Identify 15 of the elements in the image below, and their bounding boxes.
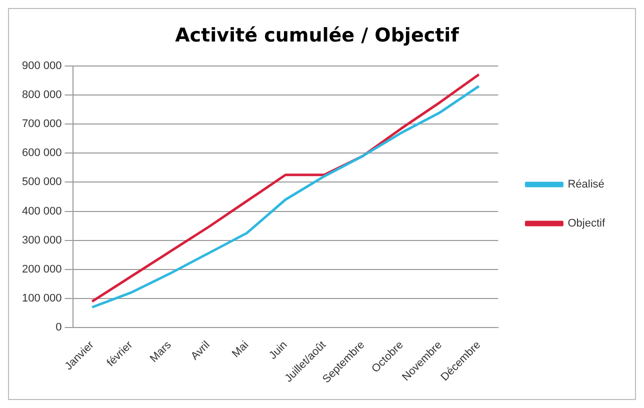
x-tick-label: Mai: [230, 339, 252, 360]
legend-label: Réalisé: [568, 178, 604, 191]
y-tick-label: 0: [56, 322, 62, 334]
y-tick-label: 500 000: [22, 176, 62, 188]
y-tick-label: 800 000: [22, 88, 62, 101]
x-tick-label: Juin: [266, 339, 290, 362]
y-tick-label: 600 000: [22, 147, 62, 160]
y-tick-label: 300 000: [22, 234, 62, 246]
chart-title: Activité cumulée / Objectif: [175, 24, 460, 46]
y-tick-label: 400 000: [22, 205, 62, 218]
y-tick-label: 200 000: [22, 263, 62, 276]
y-tick-label: 100 000: [22, 292, 62, 305]
legend-label: Objectif: [568, 218, 606, 230]
y-tick-label: 700 000: [22, 118, 62, 130]
y-tick-label: 900 000: [22, 60, 62, 72]
